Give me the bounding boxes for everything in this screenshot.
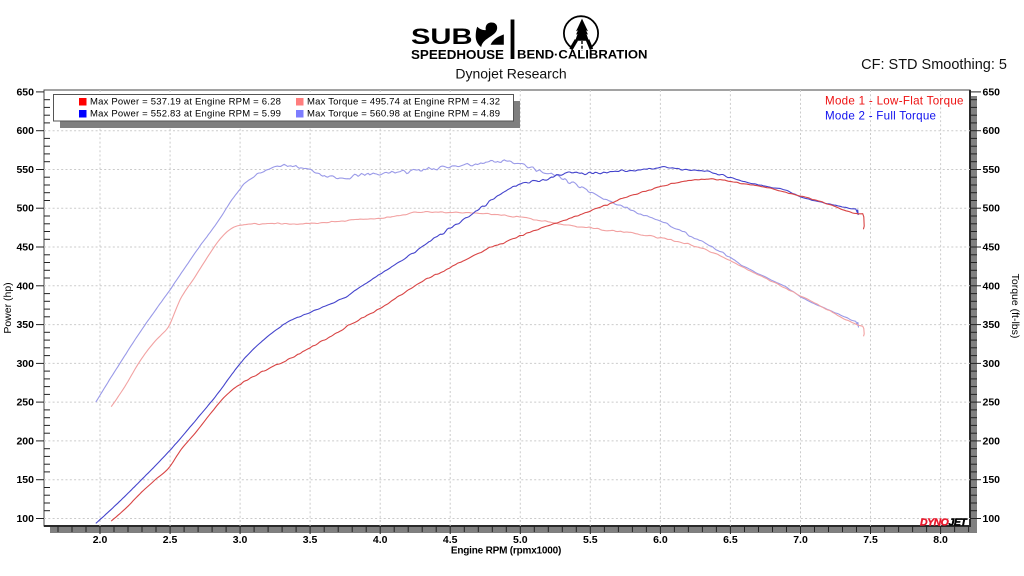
svg-text:SUB: SUB [411, 24, 473, 49]
svg-text:150: 150 [983, 474, 1001, 486]
svg-text:450: 450 [16, 242, 34, 254]
svg-text:Max Torque = 495.74 at Engine: Max Torque = 495.74 at Engine RPM = 4.32 [307, 97, 500, 108]
svg-text:500: 500 [16, 203, 34, 215]
svg-text:150: 150 [16, 474, 34, 486]
svg-text:550: 550 [16, 164, 34, 176]
svg-text:Engine RPM (rpmx1000): Engine RPM (rpmx1000) [451, 546, 561, 557]
svg-text:4.0: 4.0 [373, 534, 388, 546]
svg-text:Torque (ft-lbs): Torque (ft-lbs) [1009, 274, 1021, 339]
svg-text:2.5: 2.5 [163, 534, 178, 546]
svg-text:5.0: 5.0 [513, 534, 528, 546]
svg-text:6.0: 6.0 [653, 534, 668, 546]
svg-text:6.5: 6.5 [723, 534, 738, 546]
svg-text:100: 100 [983, 513, 1001, 525]
svg-text:550: 550 [983, 164, 1001, 176]
svg-text:DYNO: DYNO [920, 517, 949, 529]
svg-text:2.0: 2.0 [93, 534, 108, 546]
svg-text:3.0: 3.0 [233, 534, 248, 546]
svg-text:600: 600 [16, 125, 34, 137]
svg-text:500: 500 [983, 203, 1001, 215]
svg-text:650: 650 [16, 86, 34, 98]
svg-text:7.5: 7.5 [863, 534, 878, 546]
svg-text:650: 650 [983, 86, 1001, 98]
svg-text:Mode 2 - Full Torque: Mode 2 - Full Torque [825, 110, 936, 123]
svg-text:400: 400 [983, 280, 1001, 292]
svg-text:100: 100 [16, 513, 34, 525]
svg-text:Power (hp): Power (hp) [2, 282, 14, 333]
svg-text:Max Power = 552.83 at Engine R: Max Power = 552.83 at Engine RPM = 5.99 [90, 109, 281, 120]
svg-text:Max Power = 537.19 at Engine R: Max Power = 537.19 at Engine RPM = 6.28 [90, 97, 281, 108]
svg-text:400: 400 [16, 280, 34, 292]
svg-text:5.5: 5.5 [583, 534, 598, 546]
svg-text:CF: STD Smoothing: 5: CF: STD Smoothing: 5 [861, 57, 1007, 73]
svg-text:600: 600 [983, 125, 1001, 137]
svg-text:250: 250 [983, 397, 1001, 409]
svg-text:SPEEDHOUSE: SPEEDHOUSE [411, 47, 504, 62]
svg-text:350: 350 [16, 319, 34, 331]
svg-text:7.0: 7.0 [793, 534, 808, 546]
svg-text:JET: JET [949, 517, 969, 529]
svg-text:200: 200 [983, 435, 1001, 447]
svg-text:Dynojet Research: Dynojet Research [455, 66, 566, 82]
svg-text:300: 300 [983, 358, 1001, 370]
svg-text:300: 300 [16, 358, 34, 370]
svg-text:450: 450 [983, 242, 1001, 254]
svg-text:Max Torque = 560.98 at Engine: Max Torque = 560.98 at Engine RPM = 4.89 [307, 109, 500, 120]
svg-text:4.5: 4.5 [443, 534, 458, 546]
svg-text:Mode 1 - Low-Flat Torque: Mode 1 - Low-Flat Torque [825, 95, 964, 108]
svg-text:200: 200 [16, 435, 34, 447]
svg-text:BEND·CALIBRATION: BEND·CALIBRATION [517, 50, 648, 62]
svg-text:250: 250 [16, 397, 34, 409]
svg-text:3.5: 3.5 [303, 534, 318, 546]
svg-text:350: 350 [983, 319, 1001, 331]
svg-text:8.0: 8.0 [933, 534, 948, 546]
